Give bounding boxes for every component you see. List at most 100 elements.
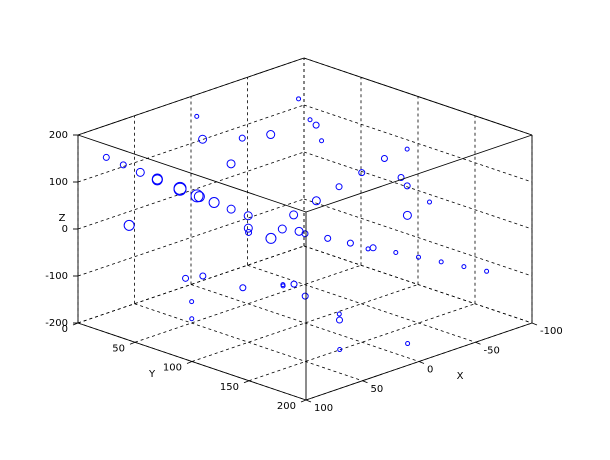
point bbox=[243, 211, 253, 221]
point bbox=[190, 189, 204, 203]
tick-mark bbox=[475, 341, 481, 345]
tick-mark bbox=[186, 361, 193, 364]
point bbox=[346, 239, 354, 247]
point bbox=[123, 219, 135, 231]
point bbox=[402, 210, 412, 220]
y-tick-label: 100 bbox=[163, 363, 182, 374]
x-tick-label: -50 bbox=[484, 345, 500, 356]
point bbox=[238, 134, 246, 142]
grid-line bbox=[248, 303, 476, 382]
box-edge bbox=[305, 134, 533, 213]
y-tick-label: 150 bbox=[220, 382, 239, 393]
tick-mark bbox=[362, 380, 368, 384]
z-axis-label: Z bbox=[59, 213, 66, 224]
point bbox=[397, 173, 405, 181]
point bbox=[403, 182, 411, 190]
y-tick-label: 50 bbox=[112, 343, 125, 354]
grid-line bbox=[77, 151, 305, 230]
box-edge bbox=[77, 57, 305, 136]
grid-line bbox=[303, 104, 533, 183]
point bbox=[416, 254, 421, 260]
tick-mark bbox=[305, 399, 312, 403]
point bbox=[337, 347, 343, 353]
point bbox=[198, 134, 208, 144]
point bbox=[404, 146, 410, 152]
tick-mark bbox=[418, 361, 425, 364]
point bbox=[173, 181, 187, 195]
grid-line bbox=[134, 303, 363, 382]
x-tick-label: -100 bbox=[540, 326, 563, 337]
tick-mark bbox=[72, 322, 79, 326]
y-axis-label: Y bbox=[148, 369, 156, 380]
point bbox=[135, 167, 145, 177]
point bbox=[102, 153, 110, 161]
point bbox=[245, 228, 253, 236]
point bbox=[193, 191, 205, 203]
grid-line bbox=[77, 245, 305, 324]
z-tick-label: -100 bbox=[45, 271, 68, 282]
z-tick-label: -200 bbox=[45, 318, 68, 329]
point bbox=[336, 316, 343, 324]
point bbox=[336, 311, 342, 317]
point bbox=[226, 204, 236, 214]
box-edge bbox=[303, 57, 533, 136]
x-axis-label: X bbox=[457, 371, 464, 382]
point bbox=[277, 224, 287, 234]
point bbox=[151, 173, 163, 185]
point bbox=[319, 138, 325, 144]
point bbox=[194, 113, 200, 119]
point bbox=[369, 244, 377, 252]
point bbox=[301, 292, 309, 300]
point bbox=[324, 234, 332, 242]
point bbox=[208, 197, 220, 208]
x-tick-label: 100 bbox=[314, 403, 333, 414]
y-tick-label: 0 bbox=[62, 324, 68, 335]
point bbox=[484, 268, 490, 274]
point bbox=[151, 174, 163, 186]
point bbox=[311, 196, 321, 206]
tick-mark bbox=[300, 399, 307, 403]
grid-line bbox=[303, 151, 533, 230]
tick-mark bbox=[243, 380, 250, 384]
grid-line bbox=[77, 198, 305, 277]
point bbox=[173, 182, 187, 196]
point bbox=[199, 272, 207, 280]
point bbox=[380, 155, 388, 162]
grid-line bbox=[303, 198, 533, 277]
z-tick-label: 0 bbox=[62, 224, 68, 235]
point bbox=[307, 117, 313, 123]
grid-line bbox=[191, 284, 419, 362]
point bbox=[290, 280, 298, 288]
point bbox=[438, 259, 444, 265]
point bbox=[335, 183, 343, 191]
point bbox=[358, 169, 366, 177]
point bbox=[280, 283, 286, 289]
point bbox=[189, 316, 195, 322]
point bbox=[266, 130, 276, 140]
point bbox=[427, 199, 432, 205]
point bbox=[226, 159, 236, 169]
point bbox=[294, 226, 304, 236]
point bbox=[239, 284, 247, 292]
point bbox=[243, 223, 253, 233]
tick-mark bbox=[129, 341, 136, 345]
grid-line bbox=[190, 284, 420, 362]
point bbox=[289, 210, 299, 220]
grid-line bbox=[134, 264, 362, 343]
z-tick-label: 100 bbox=[49, 177, 68, 188]
y-tick-label: 200 bbox=[277, 401, 296, 412]
tick-mark bbox=[531, 322, 538, 326]
point bbox=[461, 264, 467, 270]
point bbox=[296, 96, 302, 102]
z-tick-label: 200 bbox=[49, 130, 68, 141]
point bbox=[182, 274, 190, 282]
point bbox=[405, 341, 411, 347]
point bbox=[312, 121, 320, 129]
point bbox=[365, 246, 371, 252]
point bbox=[393, 250, 399, 255]
point bbox=[189, 299, 195, 305]
point bbox=[119, 161, 127, 169]
grid-line bbox=[247, 264, 476, 343]
x-tick-label: 50 bbox=[371, 384, 384, 395]
